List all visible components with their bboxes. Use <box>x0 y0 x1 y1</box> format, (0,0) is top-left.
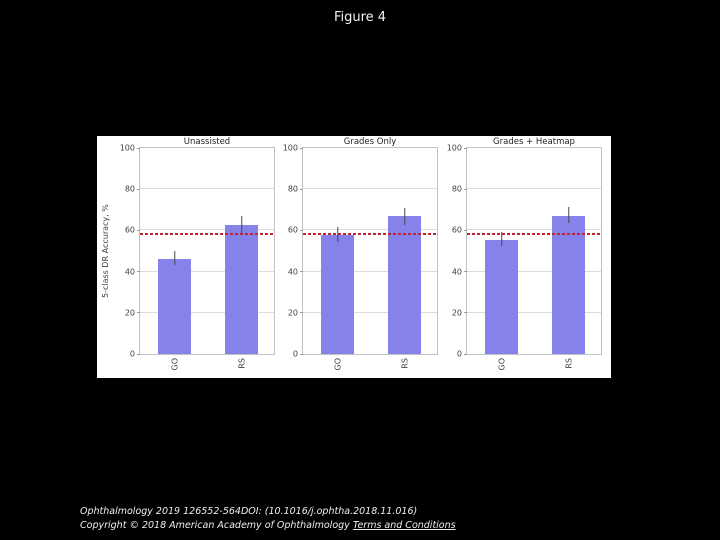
gridline <box>467 188 601 190</box>
error-bar <box>174 251 176 266</box>
bar <box>158 258 192 354</box>
subplot-title: Grades + Heatmap <box>493 137 575 147</box>
subplot-title: Unassisted <box>183 137 231 147</box>
gridline <box>140 229 274 231</box>
error-bar <box>241 216 243 234</box>
y-tick-label: 60 <box>287 225 298 235</box>
x-tick-label: RS <box>564 358 574 369</box>
y-tick-mark <box>300 229 303 231</box>
bar <box>485 239 519 354</box>
y-tick-mark <box>137 229 140 231</box>
gridline <box>467 270 601 272</box>
error-bar <box>501 232 503 246</box>
y-axis-label: 5-class DR Accuracy, % <box>101 204 110 298</box>
x-tick-label: RS <box>237 358 247 369</box>
y-tick-mark <box>464 147 467 149</box>
error-bar <box>337 227 339 243</box>
subplot-grades-heatmap: Grades + Heatmap 0 20 40 60 80 100 GO RS <box>447 136 602 378</box>
y-tick-label: 20 <box>451 308 462 318</box>
bar <box>225 225 259 354</box>
gridline <box>303 311 437 313</box>
axes-area: 0 20 40 60 80 100 GO RS <box>283 144 438 371</box>
gridline <box>467 229 601 231</box>
y-tick-label: 40 <box>124 267 135 277</box>
y-tick-mark <box>464 353 467 355</box>
axes-area: 0 20 40 60 80 100 GO RS <box>447 144 602 371</box>
y-tick-label: 80 <box>124 184 135 194</box>
y-tick-label: 60 <box>451 225 462 235</box>
y-tick-mark <box>137 312 140 314</box>
bar <box>321 234 355 354</box>
gridline <box>140 188 274 190</box>
y-tick-mark <box>137 271 140 273</box>
y-tick-mark <box>300 312 303 314</box>
y-tick-label: 0 <box>456 349 462 359</box>
y-tick-label: 60 <box>124 225 135 235</box>
copyright-line: Copyright © 2018 American Academy of Oph… <box>80 519 456 533</box>
baseline-line <box>467 232 601 235</box>
terms-and-conditions-link[interactable]: Terms and Conditions <box>352 520 456 531</box>
baseline-line <box>303 232 437 235</box>
y-tick-mark <box>464 229 467 231</box>
axes-area: 0 20 40 60 80 100 GO RS <box>120 144 275 371</box>
y-tick-label: 80 <box>287 184 298 194</box>
y-tick-label: 20 <box>287 308 298 318</box>
y-tick-mark <box>137 147 140 149</box>
y-tick-mark <box>464 188 467 190</box>
subplot-grades-only: Grades Only 0 20 40 60 80 100 GO RS <box>283 136 438 378</box>
bar <box>388 216 422 354</box>
error-bar <box>568 207 570 224</box>
subplot-title: Grades Only <box>343 137 397 147</box>
y-tick-mark <box>137 188 140 190</box>
figure-panel: 5-class DR Accuracy, % Unassisted 0 20 40 60… <box>97 136 611 378</box>
error-bar <box>404 207 406 226</box>
y-tick-label: 100 <box>119 143 135 153</box>
y-tick-mark <box>300 188 303 190</box>
copyright-text: Copyright © 2018 American Academy of Oph… <box>80 520 353 531</box>
y-tick-label: 100 <box>282 143 298 153</box>
gridline <box>303 270 437 272</box>
figure-title: Figure 4 <box>333 10 387 25</box>
x-tick-label: GO <box>333 358 343 371</box>
y-tick-mark <box>137 353 140 355</box>
gridline <box>467 311 601 313</box>
footer: Ophthalmology 2019 126552-564DOI: (10.10… <box>80 505 456 533</box>
gridline <box>303 229 437 231</box>
gridline <box>140 270 274 272</box>
y-tick-mark <box>300 147 303 149</box>
x-tick-label: GO <box>497 358 507 371</box>
y-tick-label: 0 <box>292 349 298 359</box>
y-tick-label: 80 <box>451 184 462 194</box>
x-tick-label: RS <box>400 358 410 369</box>
y-tick-label: 40 <box>287 267 298 277</box>
y-tick-label: 40 <box>451 267 462 277</box>
subplot-unassisted: Unassisted 0 20 40 60 80 100 GO RS <box>120 136 275 378</box>
bar <box>552 216 586 354</box>
y-tick-mark <box>300 271 303 273</box>
x-tick-label: GO <box>170 358 180 371</box>
citation-line: Ophthalmology 2019 126552-564DOI: (10.10… <box>80 506 418 517</box>
gridline <box>140 311 274 313</box>
y-tick-mark <box>464 271 467 273</box>
y-tick-mark <box>464 312 467 314</box>
y-tick-label: 0 <box>129 349 135 359</box>
baseline-line <box>140 232 274 235</box>
y-tick-label: 100 <box>446 143 462 153</box>
gridline <box>303 188 437 190</box>
y-tick-label: 20 <box>124 308 135 318</box>
y-tick-mark <box>300 353 303 355</box>
